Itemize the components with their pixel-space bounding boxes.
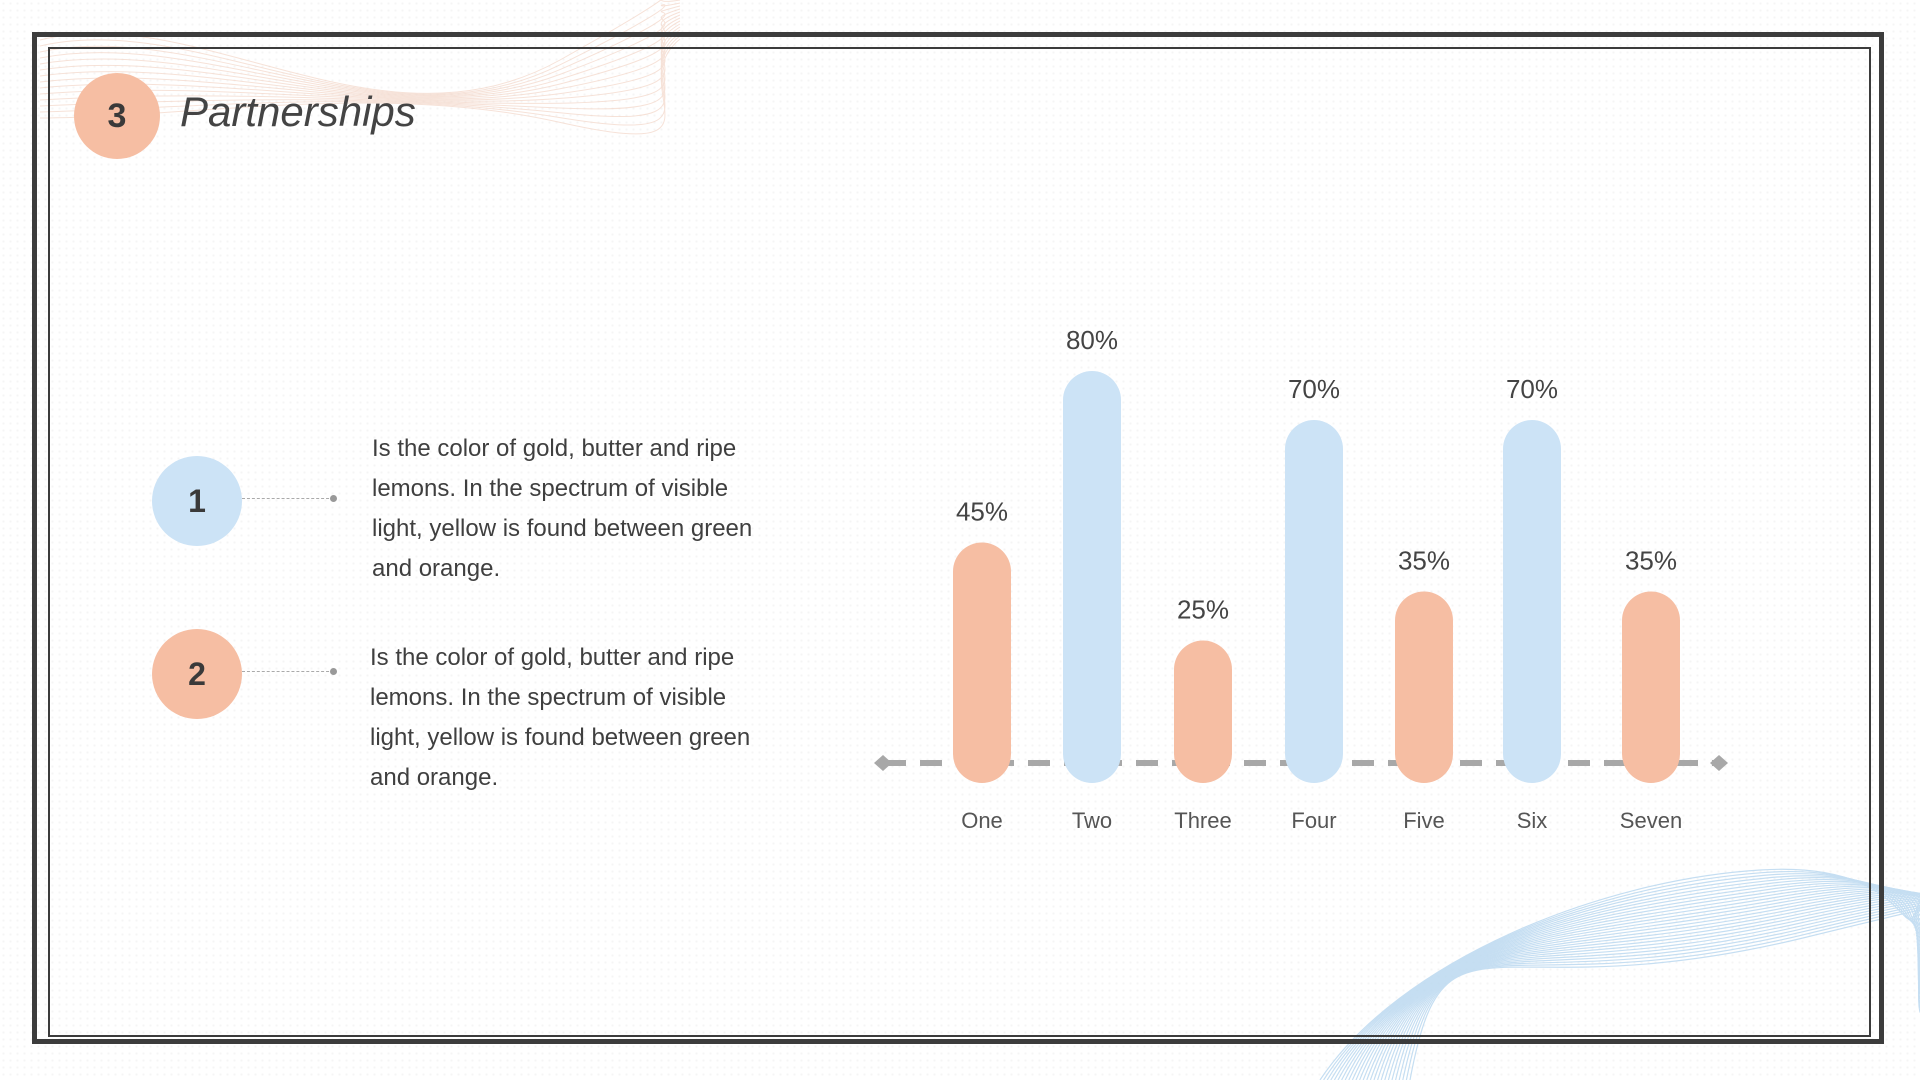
data-label-two: 80% <box>1066 325 1118 355</box>
item-1-number: 1 <box>188 482 206 519</box>
item-1-text: Is the color of gold, butter and ripe le… <box>372 435 753 582</box>
slide-number: 3 <box>107 96 127 135</box>
wave-line-bottom <box>1409 909 1920 1080</box>
slide-title: Partnerships <box>180 88 416 135</box>
wave-line-top <box>39 35 681 126</box>
category-label-five: Five <box>1403 808 1445 833</box>
wave-line-top <box>39 11 681 98</box>
data-label-seven: 35% <box>1625 546 1677 576</box>
slide-number-badge: 3 <box>74 73 160 159</box>
item-2-text: Is the color of gold, butter and ripe le… <box>370 644 751 791</box>
bar-five <box>1395 591 1453 783</box>
bar-two <box>1063 371 1121 783</box>
category-label-two: Two <box>1072 808 1112 833</box>
category-label-seven: Seven <box>1620 808 1682 833</box>
item-1-connector-dot <box>330 495 337 502</box>
slide-frame-inner <box>48 47 1871 1037</box>
category-label-three: Three <box>1174 808 1231 833</box>
category-label-one: One <box>961 808 1003 833</box>
bar-one <box>953 542 1011 783</box>
x-axis-left-marker <box>874 755 892 771</box>
item-2-badge: 2 <box>152 629 242 719</box>
wave-line-top <box>39 29 681 110</box>
bar-four <box>1285 420 1343 783</box>
wave-line-bottom <box>1333 877 1920 1080</box>
slide-frame-outer <box>32 32 1884 1044</box>
wave-line-bottom <box>1362 889 1920 1080</box>
data-label-four: 70% <box>1288 374 1340 404</box>
wave-line-top <box>39 2 681 95</box>
wave-line-top <box>39 8 681 97</box>
item-2-connector <box>242 671 334 672</box>
data-label-five: 35% <box>1398 546 1450 576</box>
item-2-number: 2 <box>188 655 206 692</box>
x-axis-right-marker <box>1710 755 1728 771</box>
item-1-badge: 1 <box>152 456 242 546</box>
data-label-three: 25% <box>1177 595 1229 625</box>
category-label-six: Six <box>1517 808 1548 833</box>
bar-three <box>1174 640 1232 783</box>
wave-line-top <box>39 38 681 135</box>
item-1-connector <box>242 498 334 499</box>
bar-six <box>1503 420 1561 783</box>
wave-line-top <box>39 0 681 94</box>
data-label-one: 45% <box>956 497 1008 527</box>
category-label-four: Four <box>1291 808 1336 833</box>
wave-line-top <box>39 32 681 118</box>
item-2-connector-dot <box>330 668 337 675</box>
bar-seven <box>1622 591 1680 783</box>
data-label-six: 70% <box>1506 374 1558 404</box>
wave-line-top <box>39 5 681 96</box>
